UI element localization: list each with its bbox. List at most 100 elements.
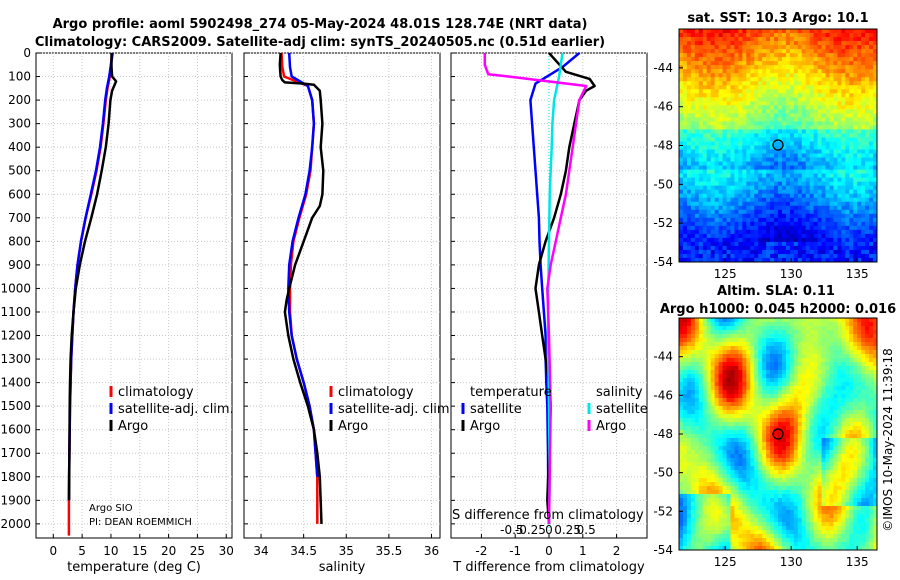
map-cell xyxy=(789,61,795,66)
map-cell xyxy=(706,137,712,142)
map-cell xyxy=(833,105,838,110)
map-cell xyxy=(679,330,684,335)
map-cell xyxy=(833,197,838,203)
map-cell xyxy=(865,181,870,187)
map-cell xyxy=(861,57,866,62)
map-cell xyxy=(865,97,870,102)
map-cell xyxy=(857,93,862,98)
map-cell xyxy=(690,454,696,459)
map-cell xyxy=(825,113,830,118)
map-cell xyxy=(829,362,834,367)
map-cell xyxy=(813,93,818,98)
map-cell xyxy=(754,137,759,142)
map-cell xyxy=(730,322,735,327)
map-cell xyxy=(825,418,830,423)
map-cell xyxy=(841,249,846,255)
map-cell xyxy=(789,141,795,146)
map-cell xyxy=(801,157,807,162)
map-cell xyxy=(781,382,787,387)
map-cell xyxy=(750,113,755,118)
map-cell xyxy=(758,334,763,339)
map-cell xyxy=(726,346,731,351)
map-cell xyxy=(702,217,708,223)
map-cell xyxy=(833,342,838,347)
map-cell xyxy=(774,418,779,423)
map-cell xyxy=(726,334,731,339)
map-cell xyxy=(686,109,692,114)
map-cell xyxy=(706,410,712,415)
map-cell xyxy=(754,450,759,455)
map-cell xyxy=(821,53,826,58)
map-cell xyxy=(762,141,767,146)
map-cell xyxy=(853,354,858,359)
map-cell xyxy=(825,434,830,439)
map-cell xyxy=(781,354,787,359)
map-cell xyxy=(793,213,799,219)
map-cell xyxy=(706,29,712,34)
map-cell xyxy=(690,406,696,411)
map-cell xyxy=(821,169,826,175)
temperature-axes-frame xyxy=(35,52,233,539)
map-cell xyxy=(821,438,826,443)
map-cell xyxy=(857,73,862,78)
map-cell xyxy=(742,318,747,323)
map-cell xyxy=(702,193,708,199)
map-cell xyxy=(793,37,799,42)
map-cell xyxy=(766,85,771,90)
map-cell xyxy=(702,354,708,359)
map-cell xyxy=(774,366,779,371)
map-cell xyxy=(821,322,826,327)
map-cell xyxy=(679,153,684,158)
map-cell xyxy=(710,93,716,98)
map-cell xyxy=(845,249,850,255)
map-cell xyxy=(785,426,791,431)
map-cell xyxy=(825,394,830,399)
map-cell xyxy=(718,145,723,150)
map-cell xyxy=(698,221,704,227)
map-cell xyxy=(762,61,767,66)
map-cell xyxy=(698,81,704,86)
map-cell xyxy=(746,450,751,455)
map-cell xyxy=(829,97,834,102)
map-cell xyxy=(682,145,688,150)
map-cell xyxy=(726,358,731,363)
map-cell xyxy=(809,133,815,138)
map-cell xyxy=(861,97,866,102)
map-cell xyxy=(801,446,807,451)
map-cell xyxy=(861,422,866,427)
map-cell xyxy=(722,358,727,363)
map-cell xyxy=(774,402,779,407)
map-cell xyxy=(734,225,739,231)
map-cell xyxy=(853,109,858,114)
map-cell xyxy=(821,141,826,146)
map-cell xyxy=(746,458,751,463)
map-cell xyxy=(829,253,834,259)
map-cell xyxy=(774,149,779,154)
map-cell xyxy=(690,157,696,162)
map-cell xyxy=(865,257,870,263)
map-cell xyxy=(821,69,826,74)
s-difference-label: S difference from climatology xyxy=(452,508,644,523)
map-cell xyxy=(829,117,834,122)
map-cell xyxy=(797,450,803,455)
map-cell xyxy=(686,189,692,195)
map-cell xyxy=(698,434,704,439)
map-cell xyxy=(746,430,751,435)
map-cell xyxy=(821,241,826,247)
map-cell xyxy=(865,125,870,130)
map-cell xyxy=(710,49,716,54)
depth-tick-label: 0 xyxy=(23,46,31,60)
map-lon-label: 130 xyxy=(780,267,803,281)
map-cell xyxy=(774,109,779,114)
map-cell xyxy=(793,334,799,339)
map-cell xyxy=(829,125,834,130)
map-cell xyxy=(845,149,850,154)
map-cell xyxy=(861,109,866,114)
map-cell xyxy=(801,406,807,411)
map-cell xyxy=(679,326,684,331)
map-cell xyxy=(718,149,723,154)
map-cell xyxy=(774,245,779,251)
map-cell xyxy=(849,221,854,227)
map-cell xyxy=(738,161,743,166)
map-cell xyxy=(758,201,763,207)
